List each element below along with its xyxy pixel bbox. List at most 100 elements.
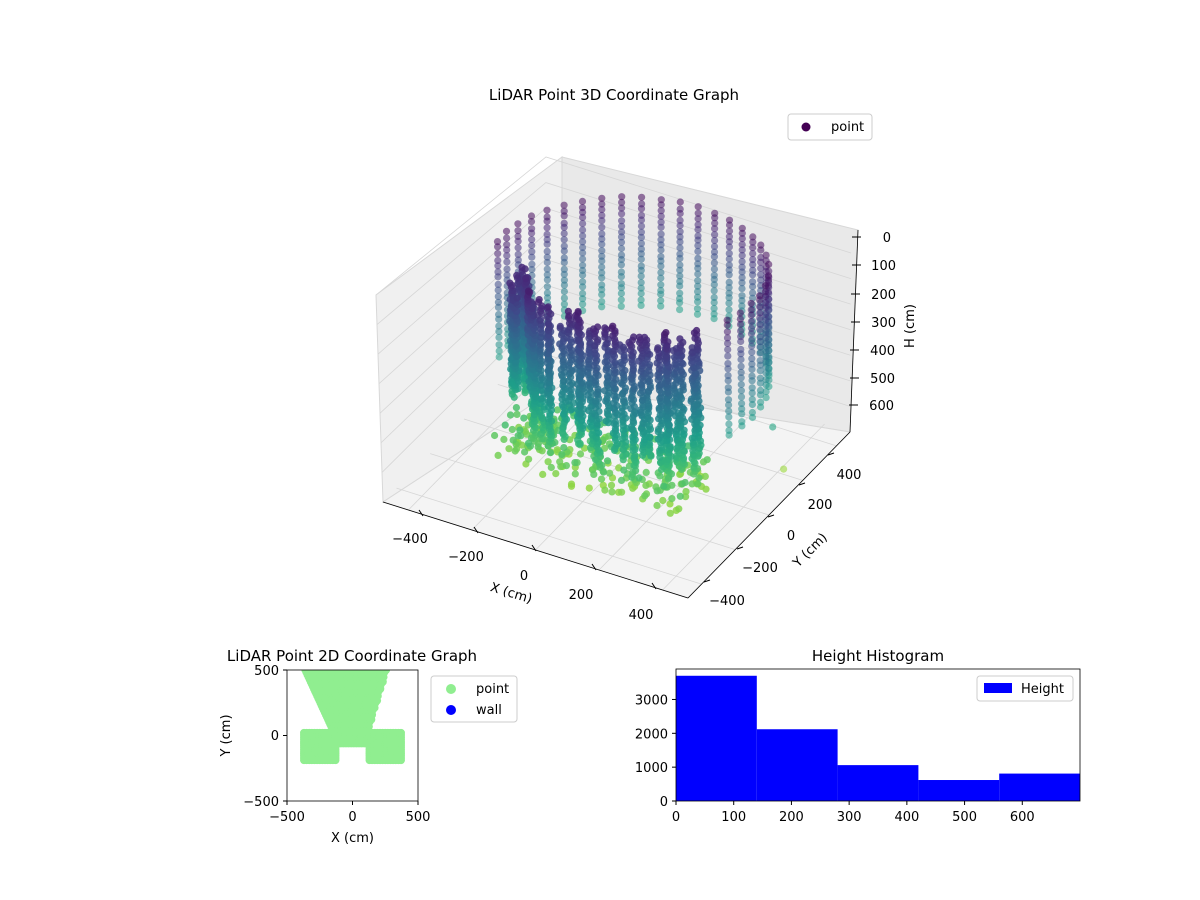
scatter3d-y-tick-label: 200 — [808, 498, 833, 513]
scatter3d-point — [695, 474, 703, 482]
scatter3d-point — [748, 360, 756, 368]
scatter3d-point — [495, 327, 503, 335]
scatter3d-point — [657, 246, 665, 254]
scatter3d-point — [598, 194, 606, 202]
scatter2d-x-ticks: −500 0 500 — [269, 801, 430, 825]
scatter3d-y-tick-label: −200 — [742, 561, 778, 576]
scatter3d-point — [556, 458, 564, 466]
scatter3d-y-ticks: −400 −200 0 200 400 — [703, 452, 862, 609]
scatter3d-point — [757, 241, 765, 249]
scatter3d-point — [618, 193, 626, 201]
scatter3d-point — [725, 420, 733, 428]
scatter3d-point — [682, 493, 690, 501]
scatter3d-point — [738, 246, 746, 254]
scatter3d-point — [617, 268, 626, 276]
scatter2d-legend: point wall — [430, 675, 518, 723]
scatter3d-point — [737, 380, 745, 389]
scatter3d-point — [543, 276, 552, 284]
scatter3d-point — [503, 241, 511, 249]
histogram-y-tick-label: 3000 — [635, 693, 668, 708]
scatter3d-point — [657, 218, 665, 226]
scatter3d-point — [590, 470, 598, 478]
scatter3d-y-tick-mark — [736, 546, 744, 550]
scatter3d-point — [737, 327, 745, 335]
scatter3d-point — [749, 278, 757, 286]
scatter3d-point — [574, 308, 582, 316]
scatter3d-point — [598, 230, 606, 238]
scatter3d-point — [693, 310, 702, 318]
scatter3d-point — [579, 213, 587, 221]
scatter3d-point — [494, 286, 502, 294]
scatter3d-point — [635, 474, 643, 482]
scatter3d-point — [757, 276, 765, 284]
scatter3d-point — [737, 362, 745, 370]
scatter3d-point — [676, 266, 684, 274]
scatter3d-point — [748, 348, 756, 356]
scatter3d-point — [560, 294, 569, 302]
histogram-y-tick-label: 2000 — [635, 727, 668, 742]
scatter3d-point — [756, 343, 764, 351]
histogram-y-tick-label: 0 — [660, 795, 668, 810]
scatter3d-point — [738, 292, 746, 300]
histogram-legend-swatch — [984, 683, 1012, 693]
scatter3d-point — [599, 468, 608, 476]
scatter3d-point — [738, 258, 746, 266]
scatter3d-point — [579, 289, 587, 298]
scatter3d-point — [544, 458, 552, 466]
scatter3d-point — [694, 282, 702, 290]
scatter3d-point — [676, 205, 684, 213]
scatter3d-point — [724, 372, 732, 380]
scatter2d-title: LiDAR Point 2D Coordinate Graph — [227, 647, 477, 665]
scatter3d-point — [575, 316, 583, 324]
scatter3d-legend-marker — [801, 122, 811, 132]
scatter3d-point — [694, 480, 702, 488]
histogram-bar — [837, 765, 919, 801]
scatter3d-point — [578, 204, 587, 212]
scatter3d-point — [562, 462, 571, 470]
scatter3d-point — [725, 284, 733, 292]
scatter3d-point — [676, 233, 684, 241]
scatter3d-z-tick-label: 400 — [870, 344, 895, 359]
scatter3d-point — [748, 336, 756, 344]
scatter2d-x-tick-label: 0 — [348, 810, 356, 825]
scatter3d-point — [725, 255, 733, 263]
scatter3d-x-tick-label: 0 — [520, 569, 528, 584]
scatter3d-point — [676, 216, 684, 224]
scatter3d-point — [618, 210, 626, 218]
scatter3d-point — [598, 274, 606, 282]
scatter3d-point — [494, 243, 502, 251]
scatter3d-point — [749, 266, 757, 274]
scatter3d-z-tick-label: 600 — [869, 399, 894, 414]
scatter3d-point — [617, 296, 625, 304]
histogram-x-tick-label: 400 — [894, 810, 919, 825]
scatter3d-point — [710, 293, 718, 302]
scatter3d-point — [711, 219, 719, 227]
scatter3d-point — [494, 280, 502, 288]
scatter3d-point — [668, 495, 676, 503]
scatter3d-point — [737, 333, 745, 341]
scatter3d-point — [617, 302, 625, 310]
scatter3d-point — [723, 328, 732, 336]
scatter2d-y-tick-label: 500 — [254, 664, 279, 679]
scatter3d-point — [598, 263, 606, 271]
scatter3d-point — [748, 384, 756, 392]
scatter3d-y-tick-label: 400 — [837, 468, 862, 483]
scatter3d-point — [761, 299, 770, 307]
scatter3d-point — [503, 271, 511, 279]
scatter3d-point — [527, 212, 536, 220]
scatter3d-point — [528, 248, 536, 256]
scatter3d-point — [710, 265, 719, 273]
scatter3d-point — [598, 211, 606, 219]
scatter3d-z-axis-line — [849, 229, 859, 433]
scatter3d-point — [756, 367, 764, 375]
scatter3d-point — [724, 396, 733, 404]
scatter3d-legend-frame — [787, 113, 873, 141]
scatter3d-point — [694, 270, 702, 278]
scatter3d-point — [657, 302, 665, 310]
scatter3d-point — [676, 261, 684, 269]
scatter3d-point — [494, 451, 502, 459]
scatter3d-point — [543, 213, 551, 221]
scatter3d-point — [617, 244, 626, 253]
scatter3d-point — [571, 459, 579, 467]
scatter3d-point — [618, 222, 626, 230]
